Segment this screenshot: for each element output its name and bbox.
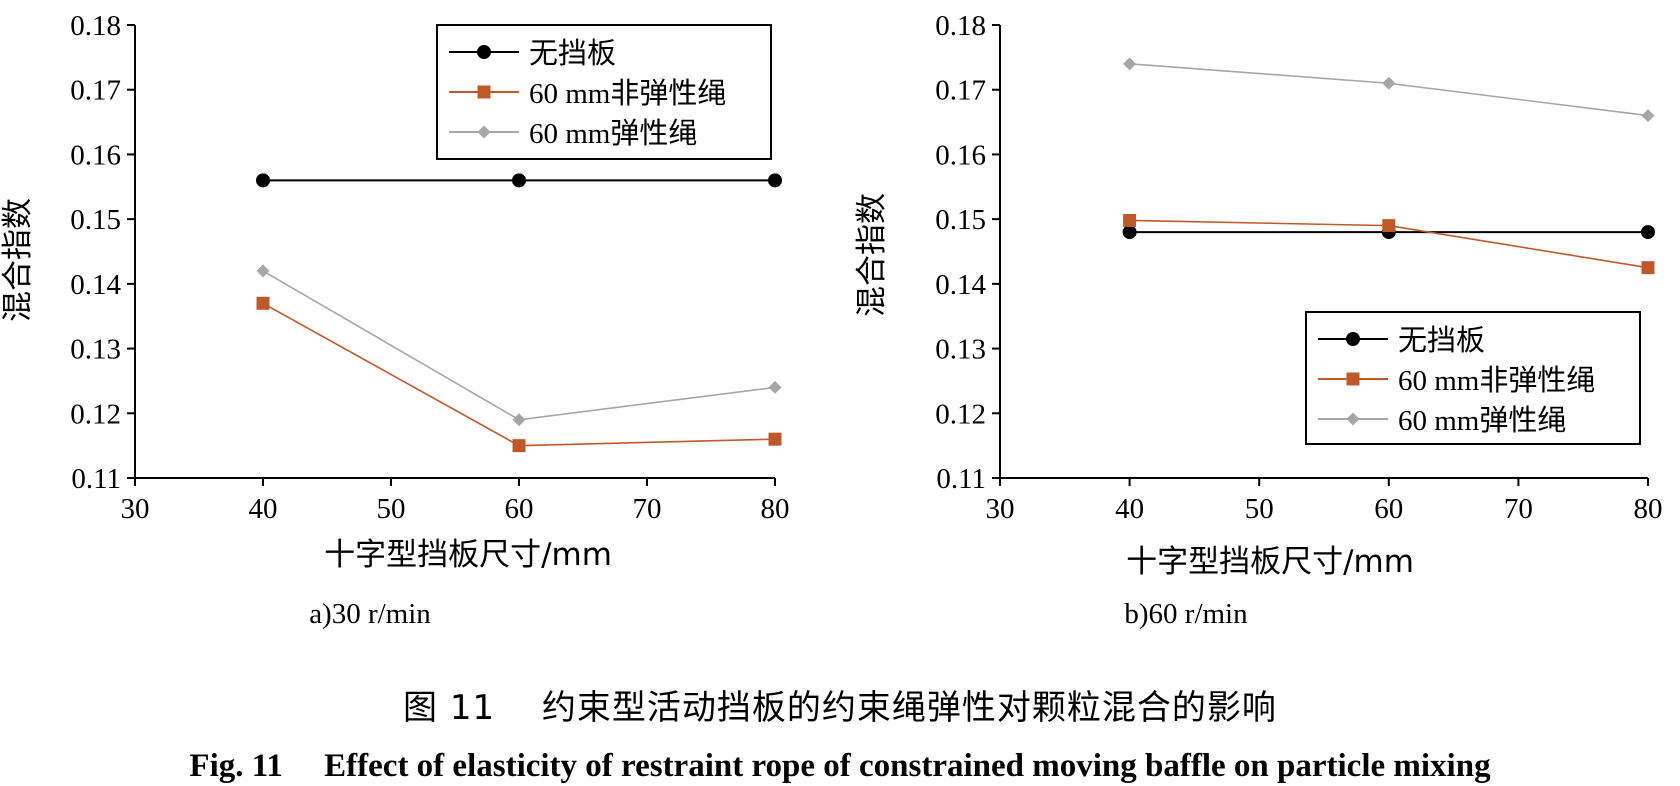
data-point xyxy=(768,380,782,394)
legend-marker xyxy=(477,85,491,99)
data-point xyxy=(1382,219,1396,233)
y-tick-label: 0.17 xyxy=(935,75,986,107)
x-tick-label: 60 xyxy=(1374,493,1403,525)
data-point xyxy=(1382,76,1396,90)
figure-caption-cn: 图 11 约束型活动挡板的约束绳弹性对颗粒混合的影响 xyxy=(403,688,1277,728)
x-axis-label: 十字型挡板尺寸/mm xyxy=(1126,544,1414,580)
chart-b-svg: 0.11 0.12 0.13 0.14 0.15 0.16 0.17 0.18 30 40 50 60… xyxy=(854,10,1663,580)
y-tick-label: 0.12 xyxy=(70,398,121,430)
y-tick-label: 0.16 xyxy=(935,139,986,171)
legend-label: 无挡板 xyxy=(529,37,616,70)
data-point xyxy=(1641,261,1655,275)
y-tick-label: 0.18 xyxy=(935,10,986,42)
legend-label: 60 mm弹性绳 xyxy=(1398,404,1566,437)
legend: 无挡板 60 mm非弹性绳 60 mm弹性绳 xyxy=(1305,311,1641,445)
legend-marker xyxy=(477,45,491,59)
data-point xyxy=(512,439,526,453)
chart-panel-b: 0.11 0.12 0.13 0.14 0.15 0.16 0.17 0.18 30 40 50 60… xyxy=(840,0,1680,640)
series-2 xyxy=(1123,213,1655,275)
chart-panel-a: 0.11 0.12 0.13 0.14 0.15 0.16 0.17 0.18 30 40 50 60… xyxy=(0,0,840,640)
x-tick-label: 70 xyxy=(633,493,662,525)
x-tick-label: 50 xyxy=(377,493,406,525)
figure-caption-en: Fig. 11 Effect of elasticity of restrain… xyxy=(189,748,1491,784)
data-point xyxy=(1123,57,1137,71)
y-tick-label: 0.17 xyxy=(70,75,121,107)
legend-label: 60 mm非弹性绳 xyxy=(1398,364,1595,397)
y-tick-label: 0.15 xyxy=(935,204,986,236)
panel-b-label: b)60 r/min xyxy=(1124,598,1248,630)
legend-marker xyxy=(1346,412,1360,426)
y-tick-label: 0.18 xyxy=(70,10,121,42)
series-1 xyxy=(256,173,782,188)
legend-marker xyxy=(1346,372,1360,386)
data-point xyxy=(256,173,270,188)
chart-a-svg: 0.11 0.12 0.13 0.14 0.15 0.16 0.17 0.18 30 40 50 60… xyxy=(0,10,790,573)
x-tick-label: 50 xyxy=(1245,493,1274,525)
data-point xyxy=(512,173,526,188)
y-axis-label: 混合指数 xyxy=(0,198,36,322)
y-tick-label: 0.15 xyxy=(70,204,121,236)
legend-label: 60 mm弹性绳 xyxy=(529,117,697,150)
data-point xyxy=(512,413,526,427)
series-2 xyxy=(256,296,782,453)
legend-label: 无挡板 xyxy=(1398,324,1485,357)
x-tick-label: 80 xyxy=(761,493,790,525)
y-tick-label: 0.11 xyxy=(71,463,121,495)
y-tick-label: 0.16 xyxy=(70,139,121,171)
series-3 xyxy=(1123,57,1655,123)
x-tick-label: 60 xyxy=(505,493,534,525)
y-tick-label: 0.13 xyxy=(935,334,986,366)
data-point xyxy=(256,264,270,278)
legend: 无挡板 60 mm非弹性绳 60 mm弹性绳 xyxy=(436,24,772,160)
data-point xyxy=(256,296,270,310)
data-point xyxy=(768,432,782,446)
y-tick-label: 0.11 xyxy=(936,463,986,495)
x-axis-label: 十字型挡板尺寸/mm xyxy=(324,537,612,573)
panel-a-label: a)30 r/min xyxy=(309,598,431,630)
y-tick-label: 0.14 xyxy=(935,269,986,301)
data-point xyxy=(1641,225,1655,240)
legend-label: 60 mm非弹性绳 xyxy=(529,77,726,110)
series-3 xyxy=(256,264,782,427)
data-point xyxy=(1123,213,1137,227)
x-tick-label: 40 xyxy=(1115,493,1144,525)
x-tick-label: 80 xyxy=(1634,493,1663,525)
legend-marker xyxy=(1346,332,1360,346)
x-tick-label: 30 xyxy=(121,493,150,525)
x-tick-label: 70 xyxy=(1504,493,1533,525)
y-tick-label: 0.14 xyxy=(70,269,121,301)
data-point xyxy=(768,173,782,188)
y-axis-label: 混合指数 xyxy=(854,193,890,317)
x-tick-label: 40 xyxy=(249,493,278,525)
y-tick-label: 0.12 xyxy=(935,398,986,430)
legend-marker xyxy=(477,125,491,139)
x-tick-label: 30 xyxy=(986,493,1015,525)
y-tick-label: 0.13 xyxy=(70,334,121,366)
data-point xyxy=(1641,109,1655,123)
data-point xyxy=(1122,225,1137,240)
